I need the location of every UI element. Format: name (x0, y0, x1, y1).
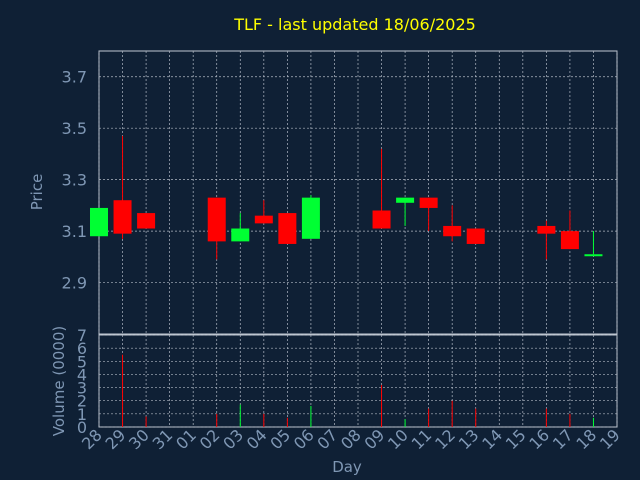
day-tick-label: 19 (596, 425, 624, 453)
volume-tick-label: 5 (77, 352, 87, 371)
day-axis-label: Day (332, 458, 362, 476)
price-tick-label: 3.1 (62, 222, 87, 241)
volume-tick-label: 3 (77, 379, 87, 398)
candle-body (372, 210, 391, 229)
volume-tick-label: 0 (77, 418, 87, 437)
volume-tick-label: 1 (77, 405, 87, 424)
candle-body (537, 225, 556, 234)
volume-tick-label: 2 (77, 392, 87, 411)
candle-body (443, 225, 462, 237)
volume-tick-label: 4 (77, 365, 87, 384)
candle-body (419, 197, 438, 208)
price-axis-label: Price (28, 174, 46, 211)
price-tick-label: 3.5 (62, 119, 87, 138)
candle-body (396, 197, 415, 203)
price-panel: 2.9 3.1 3.3 3.5 3.7 (62, 50, 618, 335)
candle-body (301, 197, 320, 239)
volume-tick-label: 6 (77, 339, 87, 358)
price-tick-label: 3.7 (62, 68, 87, 87)
candle-body (254, 215, 273, 224)
volume-panel: 0123456728293031010203040506070809101112… (77, 326, 624, 453)
candle-body (90, 207, 108, 237)
price-tick-label: 2.9 (62, 274, 87, 293)
candle-body (584, 254, 603, 257)
volume-tick-label: 7 (77, 326, 87, 345)
price-tick-label: 3.3 (62, 171, 87, 190)
candle-body (278, 213, 297, 244)
volume-axis-label: Volume (0000) (50, 326, 68, 436)
candle-body (560, 231, 579, 250)
candle-body (207, 197, 226, 242)
candle-body (466, 228, 485, 244)
candle-body (137, 213, 156, 229)
candle-body (113, 200, 132, 234)
candle-body (231, 228, 250, 242)
chart-title: TLF - last updated 18/06/2025 (233, 15, 476, 34)
